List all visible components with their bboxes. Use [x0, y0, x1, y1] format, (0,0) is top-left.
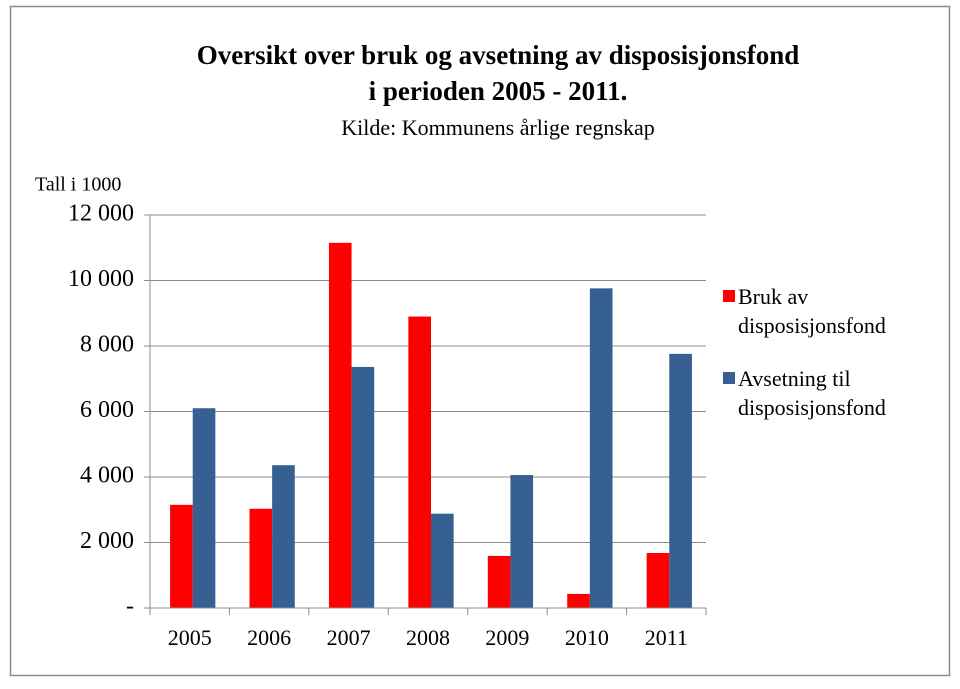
- chart-subtitle: Kilde: Kommunens årlige regnskap: [341, 115, 654, 140]
- x-tick-label: 2005: [168, 625, 212, 650]
- legend-label: Bruk av disposisjonsfond: [738, 284, 886, 338]
- chart-title: Oversikt over bruk og avsetning av dispo…: [197, 40, 800, 70]
- bar: [170, 504, 193, 608]
- bar: [192, 408, 216, 608]
- y-tick-label: -: [126, 594, 134, 620]
- x-tick-label: 2006: [247, 625, 291, 650]
- y-tick-label: 4 000: [80, 463, 134, 489]
- y-tick-label: 8 000: [80, 332, 134, 358]
- bar: [272, 465, 295, 608]
- chart-frame: [9, 5, 951, 677]
- legend-swatch: [723, 290, 735, 302]
- bar: [249, 508, 273, 608]
- x-tick-label: 2008: [406, 625, 450, 650]
- y-tick-label: 10 000: [68, 266, 134, 292]
- bar: [487, 555, 511, 608]
- y-axis-label: Tall i 1000: [35, 174, 121, 196]
- x-tick-label: 2011: [645, 625, 688, 650]
- y-tick-label: 6 000: [80, 397, 134, 423]
- bar: [351, 366, 375, 608]
- y-tick-label: 2 000: [80, 528, 134, 554]
- bar: [646, 552, 670, 608]
- x-tick-label: 2009: [485, 625, 529, 650]
- y-tick-label: 12 000: [68, 201, 134, 227]
- x-tick-label: 2007: [327, 625, 371, 650]
- bar: [328, 242, 352, 608]
- bar: [589, 288, 613, 608]
- bar: [669, 353, 692, 608]
- bar: [510, 475, 534, 608]
- legend-swatch: [723, 372, 735, 384]
- bar: [567, 593, 590, 608]
- bar: [408, 316, 431, 608]
- legend-label: Avsetning til disposisjonsfond: [738, 366, 886, 420]
- chart-title: i perioden 2005 - 2011.: [369, 76, 628, 106]
- x-tick-label: 2010: [565, 625, 609, 650]
- bar: [431, 513, 454, 608]
